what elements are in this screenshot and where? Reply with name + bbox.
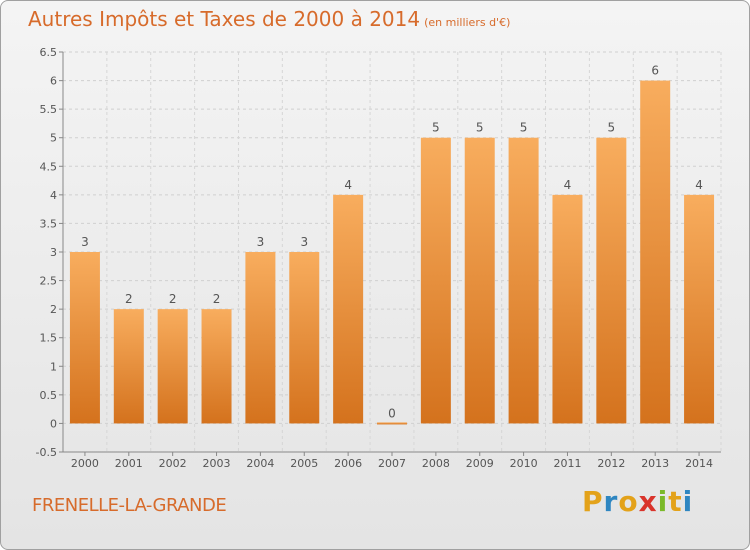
- data-label: 5: [520, 121, 528, 135]
- bar-2012: [596, 137, 627, 424]
- y-tick-label: 0.5: [40, 389, 58, 402]
- bar-2011: [552, 194, 583, 424]
- data-label: 4: [344, 178, 352, 192]
- y-axis-labels: -0.5 0 0.5 1 1.5 2 2.5 3 3.5 4 4.5 5 5.5 6 6.5: [36, 46, 57, 459]
- y-tick-label: 0: [50, 417, 57, 430]
- y-tick-label: 3: [50, 246, 57, 259]
- bar-2009: [464, 137, 495, 424]
- y-tick-label: -0.5: [36, 446, 57, 459]
- y-tick-label: 1: [50, 360, 57, 373]
- bar-2005: [289, 252, 320, 424]
- x-tick-label: 2000: [71, 457, 99, 470]
- data-label: 4: [564, 178, 572, 192]
- logo-letter: i: [682, 485, 694, 518]
- x-tick-label: 2001: [115, 457, 143, 470]
- y-tick-label: 1.5: [40, 332, 58, 345]
- bar-2002: [157, 309, 188, 424]
- logo-letter: t: [668, 485, 683, 518]
- chart-axes: [59, 51, 721, 456]
- x-tick-label: 2005: [290, 457, 318, 470]
- data-label: 5: [432, 121, 440, 135]
- x-tick-label: 2002: [159, 457, 187, 470]
- data-label: 3: [300, 235, 308, 249]
- x-tick-label: 2014: [685, 457, 713, 470]
- x-tick-label: 2008: [422, 457, 450, 470]
- bar-2014: [684, 194, 715, 424]
- y-tick-label: 6.5: [40, 46, 58, 59]
- chart-bars: [69, 80, 715, 425]
- x-tick-label: 2013: [641, 457, 669, 470]
- data-label: 2: [213, 292, 221, 306]
- logo-letter: o: [618, 485, 639, 518]
- logo-letter: i: [657, 485, 669, 518]
- data-label: 3: [257, 235, 265, 249]
- x-tick-label: 2004: [246, 457, 274, 470]
- y-tick-label: 6: [50, 75, 57, 88]
- bar-2006: [333, 194, 364, 424]
- y-tick-label: 3.5: [40, 217, 58, 230]
- data-label: 4: [695, 178, 703, 192]
- logo-letter: x: [638, 485, 658, 518]
- data-label: 5: [476, 121, 484, 135]
- bar-2008: [420, 137, 451, 424]
- bar-2000: [69, 252, 100, 424]
- data-label: 6: [651, 64, 659, 78]
- logo-letter: P: [582, 485, 604, 518]
- x-tick-label: 2007: [378, 457, 406, 470]
- x-tick-label: 2012: [597, 457, 625, 470]
- x-axis-labels: 2000 2001 2002 2003 2004 2005 2006 2007 2008 2009…: [71, 457, 713, 470]
- x-tick-label: 2010: [510, 457, 538, 470]
- bar-2010: [508, 137, 539, 424]
- x-tick-label: 2011: [553, 457, 581, 470]
- y-tick-label: 5.5: [40, 103, 58, 116]
- data-label: 2: [125, 292, 133, 306]
- commune-name: FRENELLE-LA-GRANDE: [32, 495, 227, 516]
- bar-2003: [201, 309, 232, 424]
- x-tick-label: 2003: [203, 457, 231, 470]
- data-label: 2: [169, 292, 177, 306]
- chart-title-text: Autres Impôts et Taxes de 2000 à 2014: [28, 7, 421, 31]
- bar-2013: [640, 80, 671, 424]
- data-label: 5: [608, 121, 616, 135]
- chart-subtitle: (en milliers d'€): [424, 16, 511, 29]
- y-tick-label: 4.5: [40, 160, 58, 173]
- logo-letter: r: [603, 485, 619, 518]
- y-tick-label: 5: [50, 132, 57, 145]
- y-tick-label: 2.5: [40, 275, 58, 288]
- proxiti-logo[interactable]: Proxiti: [582, 485, 693, 518]
- y-tick-label: 2: [50, 303, 57, 316]
- bar-2004: [245, 252, 276, 424]
- x-tick-label: 2009: [466, 457, 494, 470]
- chart-title: Autres Impôts et Taxes de 2000 à 2014 (en…: [28, 7, 510, 31]
- bar-2001: [113, 309, 144, 424]
- data-label: 0: [388, 406, 396, 420]
- data-labels: 3 2 2 2 3 3 4 0 5 5 5 4 5 6 4: [81, 64, 703, 421]
- bar-2007: [377, 422, 407, 425]
- y-tick-label: 4: [50, 189, 57, 202]
- data-label: 3: [81, 235, 89, 249]
- x-tick-label: 2006: [334, 457, 362, 470]
